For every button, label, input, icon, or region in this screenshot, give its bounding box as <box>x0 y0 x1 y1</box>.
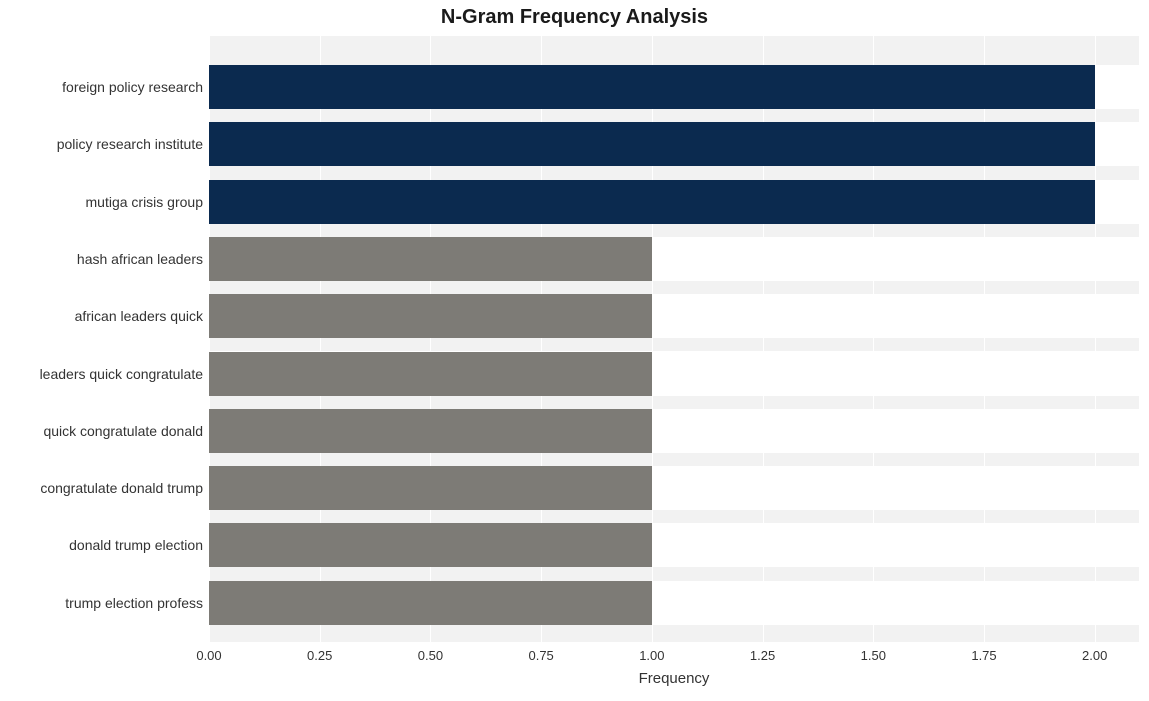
y-axis-category-label: hash african leaders <box>3 252 203 266</box>
grid-band <box>209 36 1139 65</box>
y-axis-category-label: leaders quick congratulate <box>3 367 203 381</box>
bar <box>209 466 652 510</box>
x-axis-tick-label: 1.75 <box>971 648 996 663</box>
y-axis-category-label: quick congratulate donald <box>3 424 203 438</box>
bar <box>209 122 1095 166</box>
y-axis-category-label: trump election profess <box>3 596 203 610</box>
bar <box>209 581 652 625</box>
bar <box>209 180 1095 224</box>
plot-area <box>209 36 1139 642</box>
x-axis-tick-label: 0.00 <box>196 648 221 663</box>
bar <box>209 523 652 567</box>
y-axis-category-label: congratulate donald trump <box>3 481 203 495</box>
bar <box>209 294 652 338</box>
y-axis-category-label: african leaders quick <box>3 309 203 323</box>
grid-band <box>209 224 1139 237</box>
x-axis-tick-label: 1.25 <box>750 648 775 663</box>
grid-band <box>209 625 1139 642</box>
x-axis-tick-label: 2.00 <box>1082 648 1107 663</box>
gridline-vertical <box>1095 36 1096 642</box>
grid-band <box>209 396 1139 409</box>
x-axis-label: Frequency <box>209 670 1139 687</box>
grid-band <box>209 453 1139 466</box>
x-axis-tick-label: 1.00 <box>639 648 664 663</box>
grid-band <box>209 510 1139 523</box>
grid-band <box>209 109 1139 122</box>
grid-band <box>209 166 1139 179</box>
grid-band <box>209 567 1139 580</box>
y-axis-category-label: foreign policy research <box>3 80 203 94</box>
x-axis-tick-label: 0.50 <box>418 648 443 663</box>
grid-band <box>209 281 1139 294</box>
y-axis-category-label: mutiga crisis group <box>3 195 203 209</box>
x-axis-tick-label: 0.25 <box>307 648 332 663</box>
bar <box>209 409 652 453</box>
grid-band <box>209 338 1139 351</box>
y-axis-category-label: donald trump election <box>3 538 203 552</box>
bar <box>209 237 652 281</box>
bar <box>209 352 652 396</box>
y-axis-category-label: policy research institute <box>3 137 203 151</box>
bar <box>209 65 1095 109</box>
chart-title: N-Gram Frequency Analysis <box>0 6 1149 29</box>
x-axis-tick-label: 1.50 <box>861 648 886 663</box>
x-axis-tick-label: 0.75 <box>528 648 553 663</box>
